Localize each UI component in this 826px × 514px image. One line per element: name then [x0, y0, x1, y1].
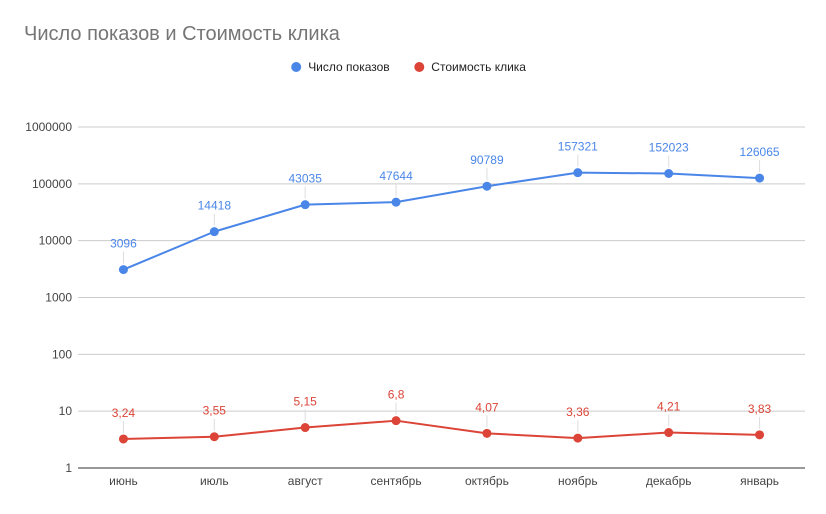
chart-title: Число показов и Стоимость клика — [24, 23, 341, 45]
data-label: 157321 — [558, 140, 598, 154]
data-label: 152023 — [649, 140, 689, 154]
y-tick-label: 100000 — [32, 177, 72, 191]
legend-label: Число показов — [308, 60, 390, 74]
legend-item: Стоимость клика — [414, 60, 526, 74]
y-tick-label: 10000 — [39, 234, 73, 248]
data-label: 43035 — [289, 172, 323, 186]
data-point — [573, 168, 583, 178]
data-label: 5,15 — [294, 395, 318, 409]
y-tick-label: 1000000 — [25, 120, 72, 134]
series-line — [123, 171, 760, 271]
data-label: 4,21 — [657, 400, 681, 414]
y-tick-label: 100 — [52, 347, 72, 361]
data-label: 4,07 — [475, 400, 499, 414]
series-1: 3096 14418 43035 47644 90789 157321 152023 1260… — [110, 140, 780, 275]
x-tick-label: декабрь — [646, 474, 692, 488]
gridlines — [78, 126, 805, 469]
data-point — [118, 265, 128, 275]
data-point — [664, 428, 674, 438]
data-label: 3,83 — [748, 402, 772, 416]
data-label: 3,24 — [112, 406, 136, 420]
series-line — [123, 419, 760, 440]
data-point — [391, 416, 401, 426]
x-tick-label: январь — [740, 474, 779, 488]
legend-item: Число показов — [291, 60, 390, 74]
data-label: 3,36 — [566, 405, 590, 419]
series-2: 3,24 3,55 5,15 6,8 4,07 3,36 4,21 3,83 — [112, 388, 772, 444]
legend: Число показов Стоимость клика — [291, 60, 526, 74]
data-label: 6,8 — [388, 388, 405, 402]
legend-marker — [414, 62, 425, 72]
data-label: 90789 — [470, 153, 504, 167]
x-tick-label: октябрь — [465, 474, 509, 488]
data-point — [573, 433, 583, 443]
data-label: 3096 — [110, 237, 137, 251]
data-point — [755, 430, 765, 440]
x-tick-label: сентябрь — [371, 474, 422, 488]
data-point — [209, 432, 219, 442]
data-label: 3,55 — [203, 404, 227, 418]
y-tick-label: 10 — [59, 404, 73, 418]
legend-label: Стоимость клика — [431, 60, 526, 74]
legend-marker — [291, 62, 302, 72]
data-point — [118, 434, 128, 444]
series-layer: 3096 14418 43035 47644 90789 157321 152023 1260… — [110, 140, 780, 444]
data-label: 47644 — [379, 169, 413, 183]
data-point — [755, 173, 765, 183]
x-tick-label: август — [288, 474, 323, 488]
data-point — [664, 168, 674, 178]
x-tick-label: ноябрь — [558, 474, 598, 488]
data-point — [300, 200, 310, 210]
x-tick-label: июль — [200, 474, 229, 488]
data-point — [209, 227, 219, 237]
data-label: 126065 — [740, 145, 780, 159]
data-point — [482, 428, 492, 438]
y-tick-label: 1000 — [45, 291, 72, 305]
data-point — [300, 423, 310, 433]
y-tick-label: 1 — [65, 461, 72, 475]
x-tick-label: июнь — [109, 474, 138, 488]
data-point — [482, 181, 492, 191]
x-axis: июнь июль август сентябрь октябрь ноябрь декаб… — [109, 474, 779, 488]
data-label: 14418 — [198, 199, 232, 213]
data-point — [391, 197, 401, 207]
y-axis: 1 10 100 1000 10000 100000 1000000 — [25, 120, 72, 475]
